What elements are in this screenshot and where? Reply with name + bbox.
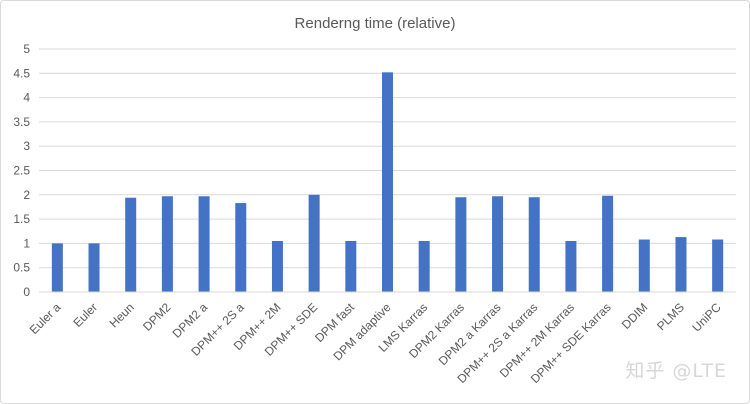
- bar: [308, 194, 320, 292]
- bar: [528, 197, 540, 292]
- bar: [638, 239, 650, 292]
- y-tick-label: 4.5: [13, 66, 30, 80]
- y-tick-label: 4: [23, 91, 30, 105]
- y-tick-label: 2: [23, 188, 30, 202]
- y-tick-label: 0: [23, 285, 30, 299]
- bar: [455, 197, 467, 292]
- y-axis-ticks: 0 0.5 1 1.5 2 2.5 3 3.5 4 4.5 5: [13, 42, 30, 299]
- bar: [675, 237, 687, 292]
- y-tick-label: 3: [23, 139, 30, 153]
- x-tick-label: DDIM: [619, 300, 651, 332]
- bar: [88, 243, 100, 292]
- bar: [125, 197, 137, 292]
- y-tick-label: 0.5: [13, 261, 30, 275]
- bars: [51, 72, 724, 292]
- x-tick-label: Euler: [70, 300, 100, 330]
- bar: [161, 196, 173, 292]
- bar: [418, 240, 430, 292]
- bar: [198, 196, 210, 292]
- bar: [492, 196, 504, 292]
- x-tick-label: UniPC: [689, 300, 724, 335]
- x-tick-label: DPM2: [140, 300, 174, 334]
- y-tick-label: 5: [23, 42, 30, 56]
- x-tick-label: PLMS: [654, 300, 687, 333]
- x-tick-label: Euler a: [27, 300, 64, 337]
- bar: [565, 240, 577, 292]
- y-tick-label: 2.5: [13, 164, 30, 178]
- y-tick-label: 1: [23, 236, 30, 250]
- bar: [51, 243, 63, 292]
- watermark: 知乎 @LTE: [625, 360, 727, 382]
- bar: [235, 203, 247, 292]
- bar: [271, 240, 283, 292]
- bar: [712, 239, 724, 292]
- y-tick-label: 1.5: [13, 212, 30, 226]
- chart-title: Renderng time (relative): [295, 15, 456, 32]
- y-tick-label: 3.5: [13, 115, 30, 129]
- bar: [345, 240, 357, 292]
- x-tick-label: Heun: [107, 300, 137, 330]
- bar: [382, 72, 393, 292]
- bar: [602, 195, 614, 292]
